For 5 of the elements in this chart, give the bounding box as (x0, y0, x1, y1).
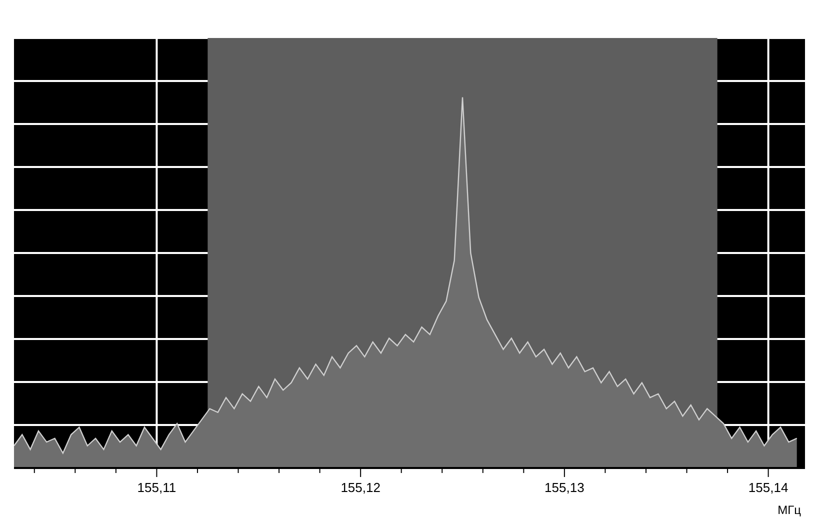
x-tick-label: 155,12 (340, 480, 380, 495)
x-tick-label: 155,13 (544, 480, 584, 495)
x-tick-label: 155,14 (748, 480, 788, 495)
x-tick-label: 155,11 (137, 480, 176, 495)
x-axis-title: МГц (778, 503, 802, 517)
